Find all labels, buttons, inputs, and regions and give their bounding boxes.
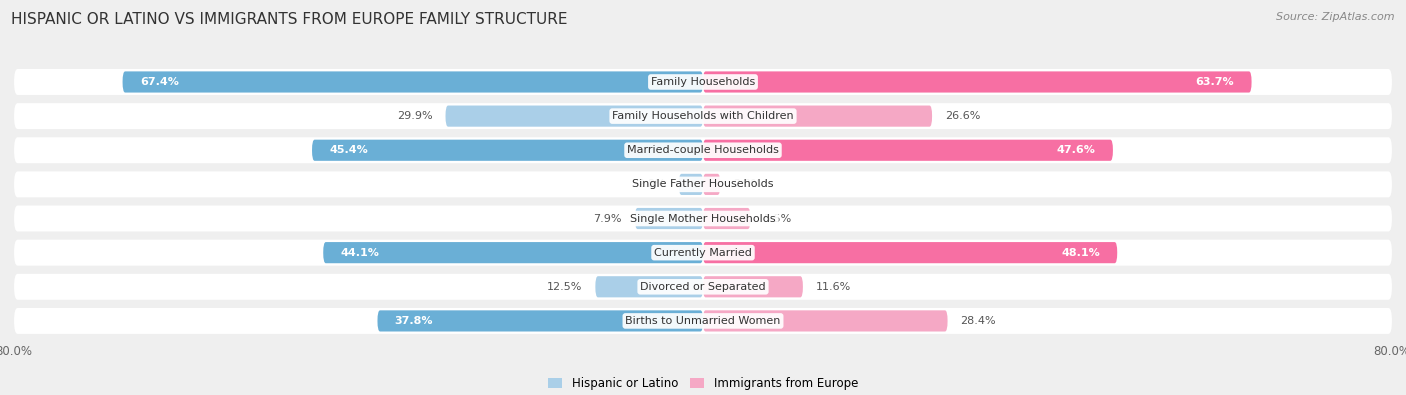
FancyBboxPatch shape (703, 174, 720, 195)
Text: Divorced or Separated: Divorced or Separated (640, 282, 766, 292)
FancyBboxPatch shape (377, 310, 703, 331)
FancyBboxPatch shape (703, 105, 932, 127)
Text: 45.4%: 45.4% (329, 145, 368, 155)
Text: Family Households: Family Households (651, 77, 755, 87)
FancyBboxPatch shape (14, 274, 1392, 300)
Text: 28.4%: 28.4% (960, 316, 995, 326)
FancyBboxPatch shape (679, 174, 703, 195)
Text: 12.5%: 12.5% (547, 282, 582, 292)
Text: Married-couple Households: Married-couple Households (627, 145, 779, 155)
FancyBboxPatch shape (14, 137, 1392, 163)
FancyBboxPatch shape (14, 171, 1392, 198)
FancyBboxPatch shape (14, 240, 1392, 265)
Legend: Hispanic or Latino, Immigrants from Europe: Hispanic or Latino, Immigrants from Euro… (543, 372, 863, 395)
Text: 2.8%: 2.8% (637, 179, 666, 189)
Text: 2.0%: 2.0% (733, 179, 762, 189)
Text: Currently Married: Currently Married (654, 248, 752, 258)
Text: Births to Unmarried Women: Births to Unmarried Women (626, 316, 780, 326)
FancyBboxPatch shape (312, 140, 703, 161)
Text: 47.6%: 47.6% (1057, 145, 1095, 155)
FancyBboxPatch shape (446, 105, 703, 127)
Text: 63.7%: 63.7% (1195, 77, 1234, 87)
FancyBboxPatch shape (703, 140, 1114, 161)
Text: 48.1%: 48.1% (1062, 248, 1099, 258)
FancyBboxPatch shape (323, 242, 703, 263)
FancyBboxPatch shape (14, 69, 1392, 95)
FancyBboxPatch shape (595, 276, 703, 297)
Text: 5.5%: 5.5% (763, 214, 792, 224)
Text: 26.6%: 26.6% (945, 111, 980, 121)
Text: Family Households with Children: Family Households with Children (612, 111, 794, 121)
FancyBboxPatch shape (122, 71, 703, 92)
FancyBboxPatch shape (703, 71, 1251, 92)
FancyBboxPatch shape (703, 242, 1118, 263)
Text: 44.1%: 44.1% (340, 248, 380, 258)
Text: 7.9%: 7.9% (593, 214, 621, 224)
Text: Source: ZipAtlas.com: Source: ZipAtlas.com (1277, 12, 1395, 22)
Text: Single Mother Households: Single Mother Households (630, 214, 776, 224)
FancyBboxPatch shape (14, 308, 1392, 334)
Text: 11.6%: 11.6% (815, 282, 851, 292)
Text: Single Father Households: Single Father Households (633, 179, 773, 189)
FancyBboxPatch shape (636, 208, 703, 229)
Text: HISPANIC OR LATINO VS IMMIGRANTS FROM EUROPE FAMILY STRUCTURE: HISPANIC OR LATINO VS IMMIGRANTS FROM EU… (11, 12, 568, 27)
FancyBboxPatch shape (703, 276, 803, 297)
FancyBboxPatch shape (14, 205, 1392, 231)
FancyBboxPatch shape (703, 310, 948, 331)
Text: 67.4%: 67.4% (139, 77, 179, 87)
FancyBboxPatch shape (703, 208, 751, 229)
Text: 37.8%: 37.8% (395, 316, 433, 326)
FancyBboxPatch shape (14, 103, 1392, 129)
Text: 29.9%: 29.9% (396, 111, 433, 121)
